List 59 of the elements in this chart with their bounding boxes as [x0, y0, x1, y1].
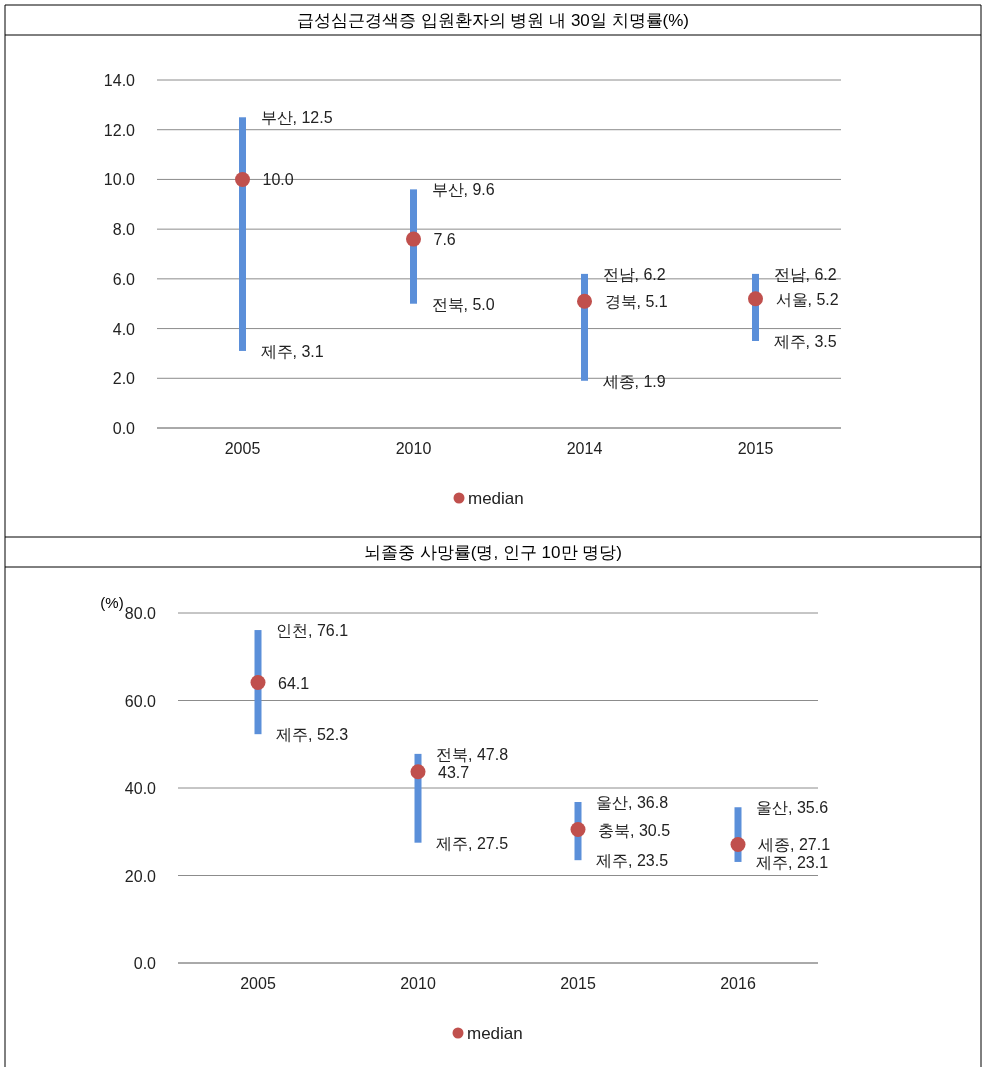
- data-label: 43.7: [438, 763, 470, 781]
- x-tick-label: 2005: [224, 440, 261, 457]
- annotation: 제주, 3.5: [773, 333, 837, 350]
- annotation: 전북, 5.0: [431, 295, 495, 313]
- y-tick-label: 14.0: [103, 72, 136, 89]
- y-tick-label: 6.0: [112, 270, 136, 288]
- point: [570, 822, 586, 838]
- point: [748, 291, 763, 307]
- data-label: 경북, 5.1: [604, 293, 668, 311]
- x-tick-label: 2015: [737, 440, 774, 457]
- y-tick-label: 10.0: [103, 171, 136, 189]
- chart-title: 뇌졸중 사망률(명, 인구 10만 명당): [364, 543, 622, 562]
- y-tick-label: 2.0: [112, 370, 136, 388]
- data-label: 10.0: [262, 171, 294, 189]
- annotation: 제주, 27.5: [436, 834, 509, 852]
- annotation: 전남, 6.2: [602, 265, 666, 283]
- point: [250, 675, 266, 691]
- x-tick-label: 2005: [240, 975, 276, 992]
- x-tick-label: 2016: [720, 975, 756, 992]
- annotation: 부산, 9.6: [431, 181, 495, 199]
- bar: [239, 117, 246, 351]
- y-tick-label: 4.0: [112, 320, 136, 338]
- y-tick-label: 12.0: [103, 121, 136, 139]
- point: [235, 171, 250, 187]
- y-tick-label: 60.0: [124, 692, 157, 710]
- y-tick-label: 0.0: [133, 955, 157, 972]
- annotation: 울산, 36.8: [596, 794, 669, 811]
- x-tick-label: 2014: [566, 440, 603, 457]
- data-label: 7.6: [433, 231, 456, 249]
- y-tick-label: 8.0: [112, 221, 136, 239]
- annotation: 세종, 1.9: [602, 372, 666, 390]
- y-axis-title: (%): [100, 594, 124, 611]
- y-tick-label: 0.0: [112, 420, 136, 437]
- annotation: 울산, 35.6: [756, 799, 829, 817]
- annotation: 제주, 3.1: [260, 342, 324, 360]
- point: [406, 231, 421, 247]
- annotation: 전남, 6.2: [773, 265, 837, 283]
- chart-title: 급성심근경색증 입원환자의 병원 내 30일 치명률(%): [297, 11, 689, 30]
- annotation: 부산, 12.5: [260, 109, 333, 127]
- point: [410, 764, 426, 780]
- point: [577, 293, 592, 309]
- point: [730, 836, 746, 852]
- annotation: 제주, 52.3: [276, 726, 349, 744]
- y-tick-label: 20.0: [124, 867, 157, 885]
- x-tick-label: 2015: [560, 975, 596, 992]
- x-tick-label: 2010: [395, 440, 432, 457]
- annotation: 인천, 76.1: [276, 622, 349, 640]
- y-tick-label: 40.0: [124, 780, 157, 797]
- data-label: 서울, 5.2: [775, 290, 839, 308]
- legend-label: median: [467, 1024, 523, 1043]
- annotation: 전북, 47.8: [436, 745, 509, 763]
- legend-label: median: [468, 489, 524, 508]
- data-label: 64.1: [278, 674, 310, 692]
- data-label: 충북, 30.5: [598, 821, 671, 839]
- y-tick-label: 80.0: [124, 605, 157, 622]
- data-label: 세종, 27.1: [758, 836, 831, 854]
- annotation: 제주, 23.5: [596, 852, 669, 870]
- x-tick-label: 2010: [400, 975, 436, 992]
- annotation: 제주, 23.1: [756, 853, 829, 871]
